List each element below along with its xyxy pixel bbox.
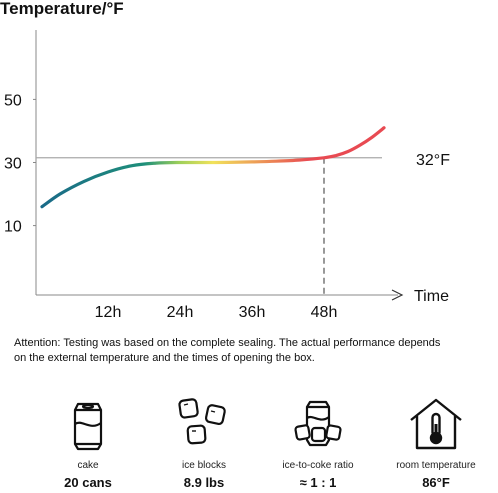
stat-label: ice-to-coke ratio — [282, 460, 354, 471]
y-tick-label: 30 — [4, 156, 22, 173]
x-tick-label: 48h — [311, 304, 338, 321]
temperature-curve — [40, 126, 386, 209]
attention-line-1: Attention: Testing was based on the comp… — [14, 337, 441, 349]
stat-value: ≈ 1 : 1 — [299, 475, 337, 490]
y-tick-label: 10 — [4, 219, 22, 236]
stat-label: room temperature — [396, 460, 476, 471]
x-axis-arrow — [391, 289, 404, 301]
stat-value: 8.9 lbs — [183, 475, 225, 490]
x-tick-label: 24h — [167, 304, 194, 321]
soda-can-icon — [73, 402, 103, 451]
attention-line-2: on the external temperature and the time… — [14, 352, 315, 364]
stat-value: 86°F — [422, 475, 450, 490]
x-tick-label: 12h — [95, 304, 122, 321]
attention-note: Attention: Testing was based on the comp… — [14, 336, 498, 366]
reference-label: 32°F — [416, 152, 450, 169]
stat-label: ice blocks — [182, 460, 226, 471]
y-axis-title: Temperature/°F — [0, 0, 124, 18]
y-ticks: 10 30 50 — [4, 92, 36, 236]
chart: Temperature/°F Time 32°F 10 30 50 12h 24h 36… — [0, 0, 450, 321]
y-tick-label: 50 — [4, 92, 22, 109]
house-thermometer-icon — [410, 398, 462, 450]
ice-cubes-icon — [178, 398, 226, 445]
x-ticks: 12h 24h 36h 48h — [95, 304, 338, 321]
stat-label: cake — [77, 460, 99, 471]
stats-row: cake 20 cans ice blocks 8.9 lbs — [0, 396, 498, 493]
x-tick-label: 36h — [239, 304, 266, 321]
can-with-ice-icon — [294, 400, 342, 447]
x-axis-title: Time — [414, 288, 449, 305]
stat-value: 20 cans — [64, 475, 112, 490]
